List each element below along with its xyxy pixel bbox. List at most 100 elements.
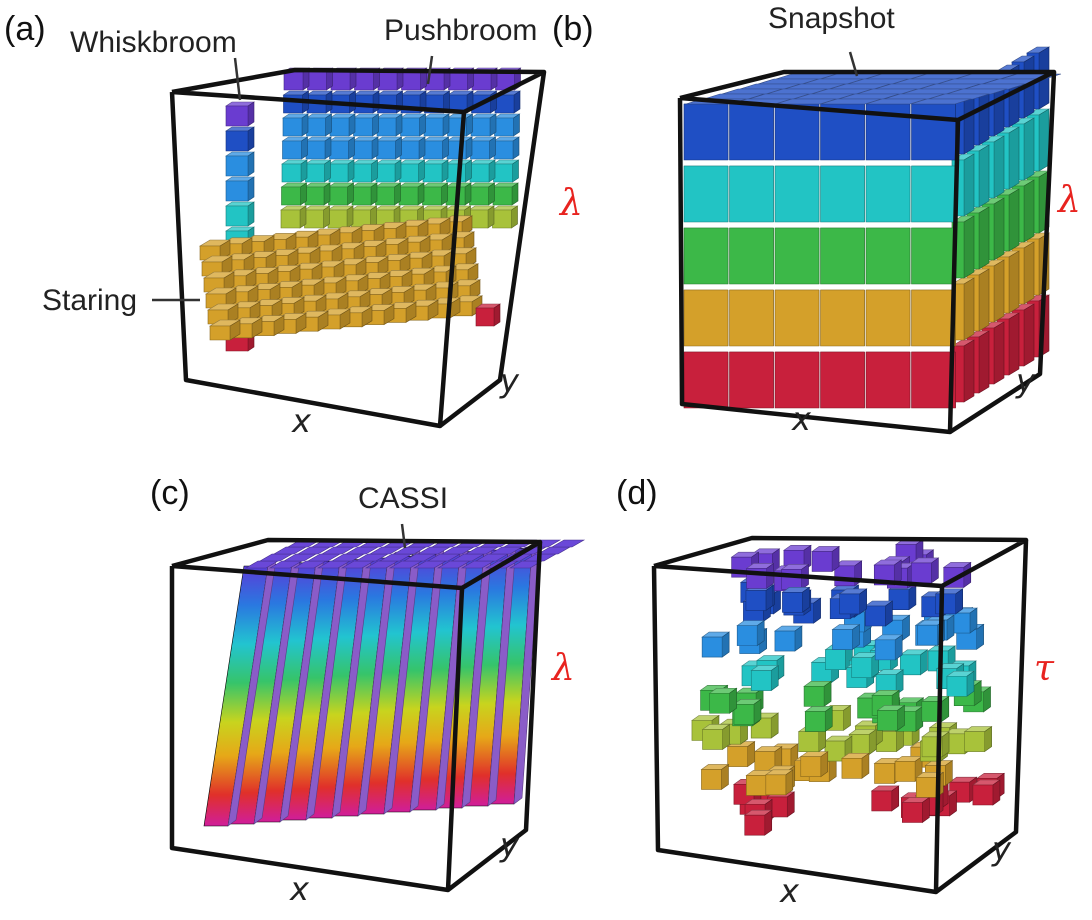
pushbroom-voxel (305, 136, 332, 160)
voxel-side (978, 206, 990, 270)
voxel-front (745, 590, 767, 611)
snapshot-voxel (820, 289, 865, 347)
voxel-side (993, 259, 1005, 323)
voxel-side (348, 113, 356, 137)
voxel-front (493, 140, 514, 160)
voxel-front (744, 814, 766, 836)
voxel-side (993, 321, 1005, 385)
voxel-front (874, 763, 895, 784)
voxel-side (347, 182, 354, 206)
voxel-side (323, 205, 330, 229)
voxel-front (911, 289, 956, 347)
snapshot-voxel (865, 227, 911, 285)
voxel-side (487, 205, 495, 229)
panel-d: (d) x y τ (616, 474, 1055, 910)
snapshot-voxel (911, 103, 956, 161)
voxel-front (683, 165, 729, 223)
voxel-side (324, 136, 332, 160)
voxel-front (377, 71, 398, 91)
voxel-front (701, 769, 722, 790)
voxel-front (811, 551, 833, 572)
voxel-front (865, 289, 911, 347)
snapshot-voxel (683, 227, 729, 285)
snapshot-voxel (729, 289, 774, 347)
voxel-side (963, 153, 975, 217)
pushbroom-voxel (398, 182, 425, 206)
voxel-side (247, 151, 255, 177)
voxel-front (865, 351, 911, 409)
voxel-front (972, 784, 994, 806)
voxel-side (512, 159, 519, 183)
panel-c-frame (169, 537, 543, 893)
snapshot-voxel (683, 103, 729, 161)
voxel-side (371, 136, 379, 160)
voxel-side (348, 136, 355, 160)
callout-pushbroom: Pushbroom (384, 14, 537, 47)
voxel-front (225, 180, 249, 202)
snapshot-voxel (774, 351, 820, 409)
pushbroom-voxel (493, 113, 521, 137)
voxel-side (993, 197, 1005, 261)
coded-voxel (921, 731, 950, 758)
panel-label-c: (c) (150, 474, 190, 512)
snapshot-voxel (683, 289, 729, 347)
axis-tau-d: τ (1034, 648, 1055, 689)
voxel-front (946, 675, 968, 697)
voxel-side (1008, 188, 1020, 252)
coded-voxel (811, 545, 841, 573)
coded-voxel (753, 746, 783, 773)
voxel-side (371, 159, 378, 183)
pushbroom-voxel (353, 90, 380, 114)
voxel-side (395, 136, 402, 160)
coded-voxel (764, 769, 794, 796)
voxel-front (305, 163, 325, 183)
leader-pushbroom (426, 55, 434, 85)
coded-voxel (971, 779, 1001, 806)
voxel-front (865, 605, 886, 627)
voxel-front (921, 701, 943, 722)
voxel-front (330, 71, 351, 91)
voxel-side (1023, 179, 1035, 243)
voxel-front (225, 130, 249, 152)
panel-d-frame (651, 535, 1029, 895)
pushbroom-voxel (281, 136, 309, 160)
pushbroom-voxel (375, 159, 402, 183)
voxel-front (422, 186, 442, 206)
voxel-front (281, 186, 301, 206)
axis-y-b: y (1015, 362, 1036, 400)
voxel-side (963, 277, 975, 341)
cassi-top-voxel (550, 539, 586, 548)
voxel-front (282, 140, 302, 160)
coded-voxel (823, 735, 853, 762)
snapshot-voxel (820, 351, 865, 409)
pushbroom-voxel (468, 182, 496, 206)
coded-voxel (864, 600, 894, 627)
voxel-side (466, 113, 473, 137)
voxel-front (470, 140, 490, 160)
voxel-side (978, 268, 990, 332)
coded-voxel (945, 670, 975, 697)
axis-lambda-a: λ (558, 183, 583, 224)
voxel-front (911, 351, 956, 409)
voxel-front (398, 186, 419, 206)
pushbroom-voxel (469, 136, 497, 160)
pushbroom-voxel (376, 113, 403, 137)
voxel-side (324, 159, 331, 183)
coded-voxel (963, 726, 993, 753)
voxel-front (225, 105, 249, 127)
snapshot-voxel (820, 165, 865, 223)
voxel-front (911, 227, 956, 285)
voxel-front (280, 209, 301, 229)
voxel-side (442, 113, 450, 137)
voxel-front (729, 165, 774, 223)
pushbroom-voxel (350, 205, 378, 229)
snapshot-voxel (774, 165, 820, 223)
voxel-front (709, 692, 730, 714)
axis-x-a: x (291, 402, 312, 440)
voxel-front (683, 103, 729, 161)
pushbroom-voxel (281, 159, 308, 183)
voxel-side (465, 159, 472, 183)
pushbroom-voxel (470, 113, 497, 137)
voxel-front (701, 636, 723, 658)
coded-voxel (799, 751, 829, 778)
